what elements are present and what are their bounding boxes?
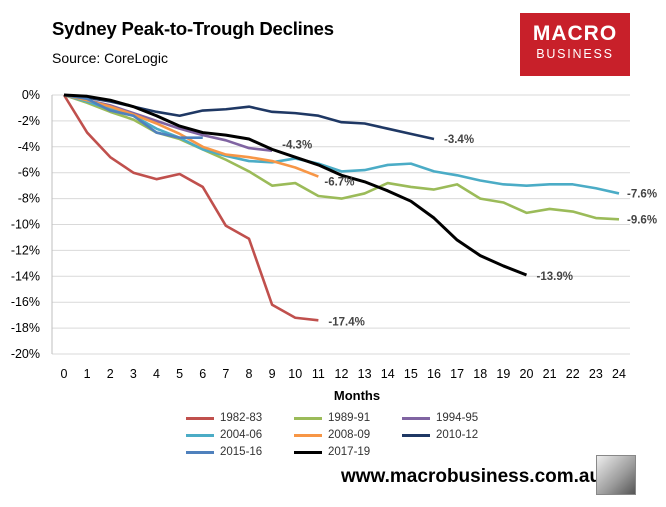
x-tick-label: 7: [222, 367, 229, 381]
y-tick-label: -4%: [18, 140, 40, 154]
legend-item-2017-19: 2017-19: [294, 446, 370, 458]
logo-line-2: BUSINESS: [536, 47, 614, 61]
x-tick-label: 11: [312, 367, 325, 381]
x-tick-label: 15: [404, 367, 418, 381]
x-tick-label: 5: [176, 367, 183, 381]
series-lines: [62, 93, 620, 322]
gridlines: [51, 94, 630, 355]
x-tick-label: 3: [130, 367, 137, 381]
logo-line-1: MACRO: [532, 22, 618, 45]
wolf-icon: [596, 455, 636, 495]
series-line-2008-09: [63, 93, 319, 178]
macrobusiness-logo: MACRO BUSINESS: [520, 13, 630, 76]
legend-swatch: [186, 433, 214, 437]
x-tick-label: 19: [496, 367, 510, 381]
end-labels: -17.4% -9.6% -4.3% -7.6% -6.7% -3.4% -13.9%: [282, 134, 657, 328]
y-tick-label: -16%: [11, 295, 40, 309]
legend-item-2015-16: 2015-16: [186, 446, 262, 458]
x-tick-label: 2: [107, 367, 114, 381]
legend-label: 1989-91: [328, 412, 371, 424]
x-tick-label: 23: [589, 367, 603, 381]
y-tick-label: -8%: [18, 192, 40, 206]
end-label-2004-06: -7.6%: [627, 188, 657, 200]
chart-subtitle: Source: CoreLogic: [52, 50, 168, 66]
end-label-2017-19: -13.9%: [537, 271, 573, 283]
series-line-1982-83: [62, 94, 319, 322]
y-axis-ticks: 0% -2% -4% -6% -8% -10% -12% -14% -16% -18% -20%: [11, 88, 40, 361]
footer-url[interactable]: www.macrobusiness.com.au: [341, 466, 602, 487]
y-tick-label: -14%: [11, 269, 40, 283]
x-tick-label: 17: [450, 367, 464, 381]
end-label-2010-12: -3.4%: [444, 134, 474, 146]
y-tick-label: -6%: [18, 166, 40, 180]
x-tick-label: 12: [335, 367, 349, 381]
x-tick-label: 9: [269, 367, 276, 381]
end-label-1982-83: -17.4%: [328, 316, 364, 328]
x-tick-label: 21: [543, 367, 557, 381]
legend-swatch: [402, 416, 430, 420]
x-tick-label: 6: [199, 367, 206, 381]
legend-item-1994-95: 1994-95: [402, 412, 478, 424]
y-tick-label: -18%: [11, 321, 40, 335]
x-tick-label: 16: [427, 367, 441, 381]
legend-swatch: [294, 433, 322, 437]
x-tick-label: 18: [473, 367, 487, 381]
legend-swatch: [294, 450, 322, 454]
legend-swatch: [186, 450, 214, 454]
end-label-1994-95: -4.3%: [282, 140, 312, 152]
y-tick-label: -10%: [11, 218, 40, 232]
legend-label: 2004-06: [220, 429, 263, 441]
x-tick-label: 14: [381, 367, 395, 381]
legend-item-2010-12: 2010-12: [402, 429, 478, 441]
x-tick-label: 4: [153, 367, 160, 381]
chart-title: Sydney Peak-to-Trough Declines: [52, 18, 334, 39]
legend-label: 1982-83: [220, 412, 263, 424]
legend-swatch: [294, 416, 322, 420]
legend-item-1989-91: 1989-91: [294, 412, 370, 424]
x-tick-label: 0: [61, 367, 68, 381]
legend-swatch: [402, 433, 430, 437]
legend-item-1982-83: 1982-83: [186, 412, 262, 424]
end-label-2008-09: -6.7%: [324, 177, 354, 189]
y-tick-label: -20%: [11, 347, 40, 361]
x-tick-label: 8: [246, 367, 253, 381]
x-axis-ticks: 0 1 2 3 4 5 6 7 8 9 10 11 12 13 14 15 16 17 18 19 20 21 22 23 24: [61, 367, 626, 381]
series-line-2004-06: [63, 93, 620, 195]
series-line-2017-19: [63, 93, 528, 277]
x-axis-label: Months: [334, 388, 380, 403]
x-tick-label: 22: [566, 367, 580, 381]
x-tick-label: 10: [288, 367, 302, 381]
legend-label: 1994-95: [436, 412, 479, 424]
line-chart: 0% -2% -4% -6% -8% -10% -12% -14% -16% -18% -20% 0…: [11, 88, 657, 403]
y-tick-label: -12%: [11, 243, 40, 257]
x-tick-label: 1: [84, 367, 91, 381]
legend-swatch: [186, 416, 214, 420]
legend-item-2004-06: 2004-06: [186, 429, 262, 441]
legend-label: 2008-09: [328, 429, 371, 441]
x-tick-label: 24: [612, 367, 626, 381]
series-line-2015-16: [63, 93, 203, 140]
legend-label: 2010-12: [436, 429, 479, 441]
legend-label: 2017-19: [328, 446, 371, 458]
y-tick-label: -2%: [18, 114, 40, 128]
x-tick-label: 20: [520, 367, 534, 381]
legend-item-2008-09: 2008-09: [294, 429, 370, 441]
x-tick-label: 13: [358, 367, 372, 381]
y-tick-label: 0%: [22, 88, 40, 102]
end-label-1989-91: -9.6%: [627, 214, 657, 226]
legend-label: 2015-16: [220, 446, 263, 458]
